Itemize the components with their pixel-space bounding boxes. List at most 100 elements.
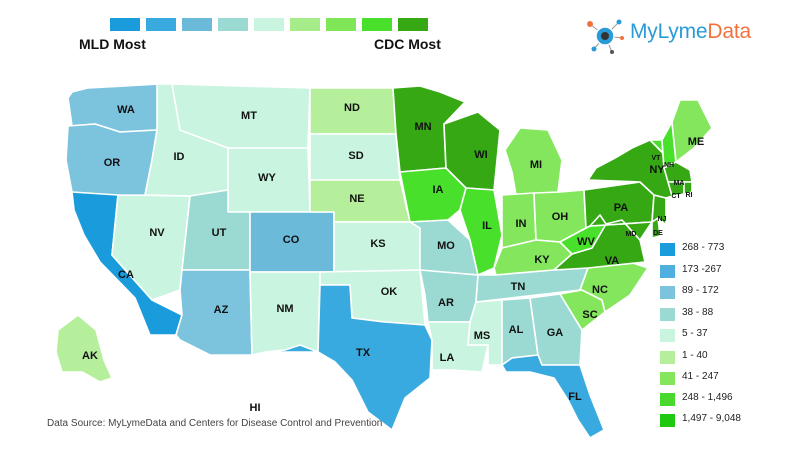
state-label: VT bbox=[652, 155, 662, 162]
state-label: MN bbox=[414, 121, 431, 133]
brand-name-part2: Data bbox=[707, 20, 751, 43]
legend-item: 89 - 172 bbox=[660, 285, 780, 299]
scale-swatch bbox=[290, 18, 320, 31]
state-label: NY bbox=[649, 164, 665, 176]
legend-swatch bbox=[660, 351, 675, 364]
state-label: AK bbox=[82, 350, 98, 362]
scale-swatch bbox=[110, 18, 140, 31]
state-label: FL bbox=[568, 391, 582, 403]
state-label: SC bbox=[582, 309, 597, 321]
state-label: SD bbox=[348, 150, 363, 162]
legend-item: 1 - 40 bbox=[660, 350, 780, 364]
state-label: MO bbox=[437, 240, 455, 252]
state-label: TN bbox=[511, 281, 526, 293]
legend-label: 38 - 88 bbox=[682, 307, 714, 318]
state-label: NH bbox=[664, 162, 674, 169]
state-label: IL bbox=[482, 220, 492, 232]
state-label: KS bbox=[370, 238, 385, 250]
legend-item: 38 - 88 bbox=[660, 307, 780, 321]
state-il bbox=[459, 187, 503, 276]
state-label: LA bbox=[440, 352, 455, 364]
state-label: CT bbox=[671, 193, 681, 200]
state-label: MA bbox=[674, 180, 685, 187]
scale-swatch bbox=[146, 18, 176, 31]
scale-swatch bbox=[398, 18, 428, 31]
legend-item: 1,497 - 9,048 bbox=[660, 413, 780, 427]
legend-label: 1,497 - 9,048 bbox=[682, 413, 741, 424]
state-label: RI bbox=[686, 192, 693, 199]
legend-swatch bbox=[660, 308, 675, 321]
state-label: MI bbox=[530, 159, 542, 171]
state-label: TX bbox=[356, 347, 371, 359]
legend-swatch bbox=[660, 329, 675, 342]
state-label: KY bbox=[534, 254, 550, 266]
legend-swatch bbox=[660, 265, 675, 278]
state-label: WI bbox=[474, 149, 487, 161]
state-hi bbox=[239, 397, 247, 405]
legend-swatch bbox=[660, 243, 675, 256]
state-label: WV bbox=[577, 236, 595, 248]
scale-swatch bbox=[362, 18, 392, 31]
scale-swatch bbox=[218, 18, 248, 31]
state-label: OR bbox=[104, 157, 121, 169]
legend-swatch bbox=[660, 393, 675, 406]
state-label: NJ bbox=[658, 216, 667, 223]
legend-label: 89 - 172 bbox=[682, 285, 719, 296]
state-label: WY bbox=[258, 172, 276, 184]
legend-label: 41 - 247 bbox=[682, 371, 719, 382]
scale-swatch bbox=[254, 18, 284, 31]
state-label: MD bbox=[626, 231, 637, 238]
state-label: MS bbox=[474, 330, 491, 342]
state-label: MT bbox=[241, 110, 257, 122]
legend-label: 173 -267 bbox=[682, 264, 722, 275]
state-fl bbox=[501, 354, 605, 439]
state-label: CO bbox=[283, 234, 300, 246]
state-label: ND bbox=[344, 102, 360, 114]
scale-right-label: CDC Most bbox=[374, 36, 441, 52]
state-label: IA bbox=[433, 184, 444, 196]
legend-label: 248 - 1,496 bbox=[682, 392, 733, 403]
legend-item: 173 -267 bbox=[660, 264, 780, 278]
state-me bbox=[671, 99, 713, 163]
brand-name-part1: MyLyme bbox=[630, 20, 708, 43]
legend-item: 5 - 37 bbox=[660, 328, 780, 342]
state-label: PA bbox=[614, 202, 629, 214]
brand-logo: MyLymeData bbox=[582, 14, 772, 56]
state-ma bbox=[663, 161, 693, 183]
legend-swatch bbox=[660, 414, 675, 427]
scale-swatch bbox=[326, 18, 356, 31]
state-label: NV bbox=[149, 227, 165, 239]
legend-item: 268 - 773 bbox=[660, 242, 780, 256]
legend-swatch bbox=[660, 372, 675, 385]
data-source-note: Data Source: MyLymeData and Centers for … bbox=[47, 418, 383, 429]
legend-item: 248 - 1,496 bbox=[660, 392, 780, 406]
state-label: AL bbox=[509, 324, 524, 336]
state-label: IN bbox=[516, 218, 527, 230]
state-ak bbox=[55, 314, 113, 383]
state-label: GA bbox=[547, 327, 564, 339]
molecule-icon bbox=[587, 19, 624, 54]
state-label: ID bbox=[174, 151, 185, 163]
state-label: AR bbox=[438, 297, 454, 309]
state-label: WA bbox=[117, 104, 135, 116]
state-label: CA bbox=[118, 269, 134, 281]
state-label: UT bbox=[212, 227, 227, 239]
state-label: HI bbox=[250, 402, 261, 414]
state-ri bbox=[683, 181, 693, 195]
state-tx bbox=[264, 284, 433, 431]
legend-item: 41 - 247 bbox=[660, 371, 780, 385]
state-label: NC bbox=[592, 284, 608, 296]
legend-swatch bbox=[660, 286, 675, 299]
legend-label: 1 - 40 bbox=[682, 350, 708, 361]
legend-label: 268 - 773 bbox=[682, 242, 725, 253]
legend-label: 5 - 37 bbox=[682, 328, 708, 339]
brand-name: MyLymeData bbox=[630, 20, 751, 44]
state-label: NE bbox=[349, 193, 364, 205]
state-label: NM bbox=[276, 303, 293, 315]
scale-left-label: MLD Most bbox=[79, 36, 146, 52]
state-label: ME bbox=[688, 136, 705, 148]
state-mi bbox=[504, 127, 563, 196]
state-label: OH bbox=[552, 211, 569, 223]
